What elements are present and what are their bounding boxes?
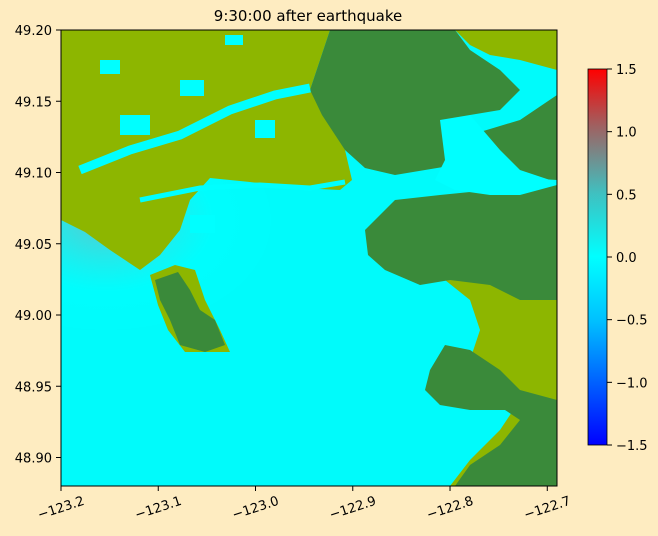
x-tick-label: −123.0 <box>230 494 280 523</box>
x-tick-label: −123.1 <box>133 494 183 523</box>
colorbar-tick-label: 1.0 <box>616 126 637 141</box>
x-tick-label: −122.7 <box>522 494 572 523</box>
x-tick-label: −122.9 <box>328 494 378 523</box>
x-tick-label: −122.8 <box>425 494 475 523</box>
y-tick-label: 48.90 <box>15 452 52 467</box>
chart-title: 9:30:00 after earthquake <box>214 7 402 25</box>
river-channel <box>78 83 311 175</box>
x-tick-label: −123.2 <box>36 494 86 523</box>
water-patch <box>180 80 204 96</box>
x-axis: −123.2 −123.1 −123.0 −122.9 −122.8 −122.7 <box>36 486 573 523</box>
colorbar-tick-label: 0.0 <box>616 251 637 266</box>
highland-point-roberts <box>155 272 225 352</box>
water-patch <box>255 120 275 138</box>
map-plot <box>61 30 557 486</box>
colorbar-tick-label: 0.5 <box>616 188 637 203</box>
water-patch <box>190 215 215 233</box>
colorbar-tick-label: −1.0 <box>616 376 648 391</box>
plot-frame <box>60 29 558 487</box>
north-shore-lowland <box>455 30 557 70</box>
highland-southeast <box>425 345 557 486</box>
water-patch <box>100 60 120 74</box>
colorbar-axis: −1.5 −1.0 −0.5 0.0 0.5 1.0 1.5 <box>607 63 648 454</box>
water-patch <box>120 115 150 135</box>
y-tick-label: 49.15 <box>15 95 52 110</box>
inlet-channel <box>435 115 557 195</box>
colorbar <box>587 68 608 446</box>
y-tick-label: 49.05 <box>15 238 52 253</box>
y-tick-label: 49.00 <box>15 309 52 324</box>
y-tick-label: 49.20 <box>15 24 52 39</box>
river-channel-south <box>139 179 346 203</box>
y-tick-label: 49.10 <box>15 167 52 182</box>
highland-peninsula <box>365 185 557 300</box>
y-tick-label: 48.95 <box>15 380 52 395</box>
colorbar-tick-label: 1.5 <box>616 63 637 78</box>
y-axis: 48.90 48.95 49.00 49.05 49.10 49.15 49.20 <box>15 24 61 467</box>
colorbar-tick-label: −1.5 <box>616 439 648 454</box>
colorbar-tick-label: −0.5 <box>616 314 648 329</box>
water-patch <box>225 35 243 45</box>
highland-northeast <box>310 30 520 175</box>
